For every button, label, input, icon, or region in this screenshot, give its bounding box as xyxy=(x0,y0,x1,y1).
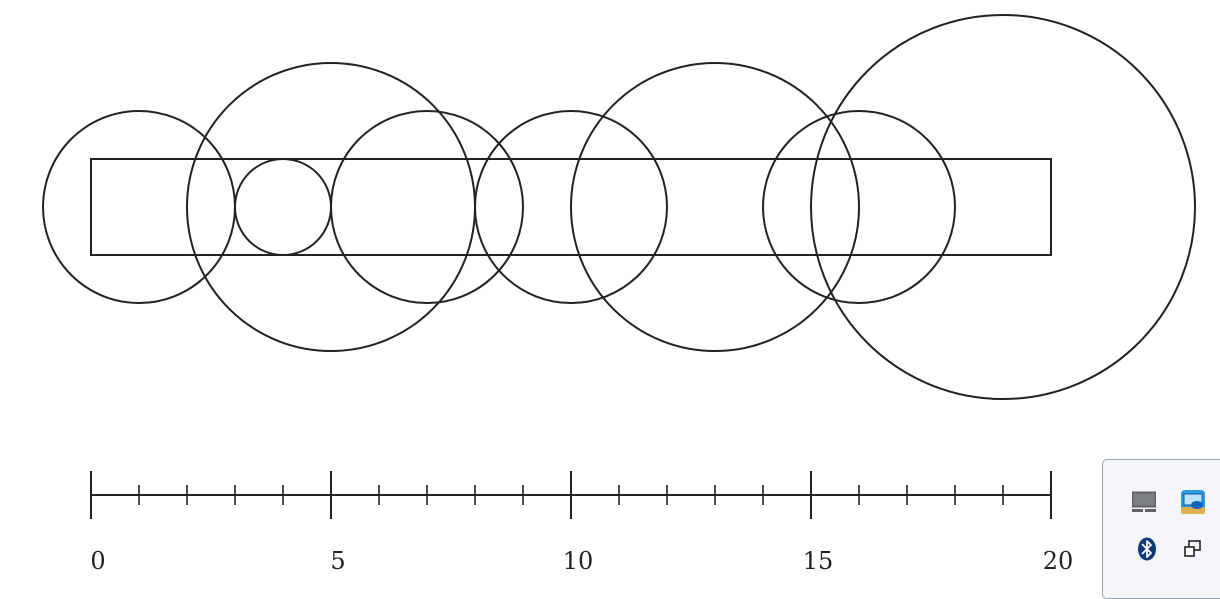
circle-7 xyxy=(762,110,956,304)
axis-ticks xyxy=(90,471,1052,519)
tick-label-5: 5 xyxy=(330,547,345,575)
intel-graphics-icon[interactable] xyxy=(1181,490,1205,514)
tick-label-10: 10 xyxy=(563,547,594,575)
tick-label-0: 0 xyxy=(90,547,105,575)
circle-5 xyxy=(474,110,668,304)
circle-3 xyxy=(234,158,332,256)
circle-cover-diagram: 0 5 10 15 20 xyxy=(42,14,1196,575)
circle-4 xyxy=(330,110,524,304)
tick-label-15: 15 xyxy=(803,547,834,575)
circle-1 xyxy=(42,110,236,304)
tick-label-20: 20 xyxy=(1043,547,1074,575)
circle-6 xyxy=(570,62,860,352)
display-icon[interactable] xyxy=(1132,490,1156,514)
bluetooth-icon[interactable] xyxy=(1135,537,1159,561)
circles-group xyxy=(42,14,1196,400)
circle-8 xyxy=(810,14,1196,400)
system-tray-overflow xyxy=(1102,459,1220,599)
number-line-axis: 0 5 10 15 20 xyxy=(90,471,1073,575)
interval-rectangle xyxy=(90,158,1052,256)
axis-tick-labels: 0 5 10 15 20 xyxy=(90,547,1073,575)
windows-icon[interactable] xyxy=(1181,537,1205,561)
